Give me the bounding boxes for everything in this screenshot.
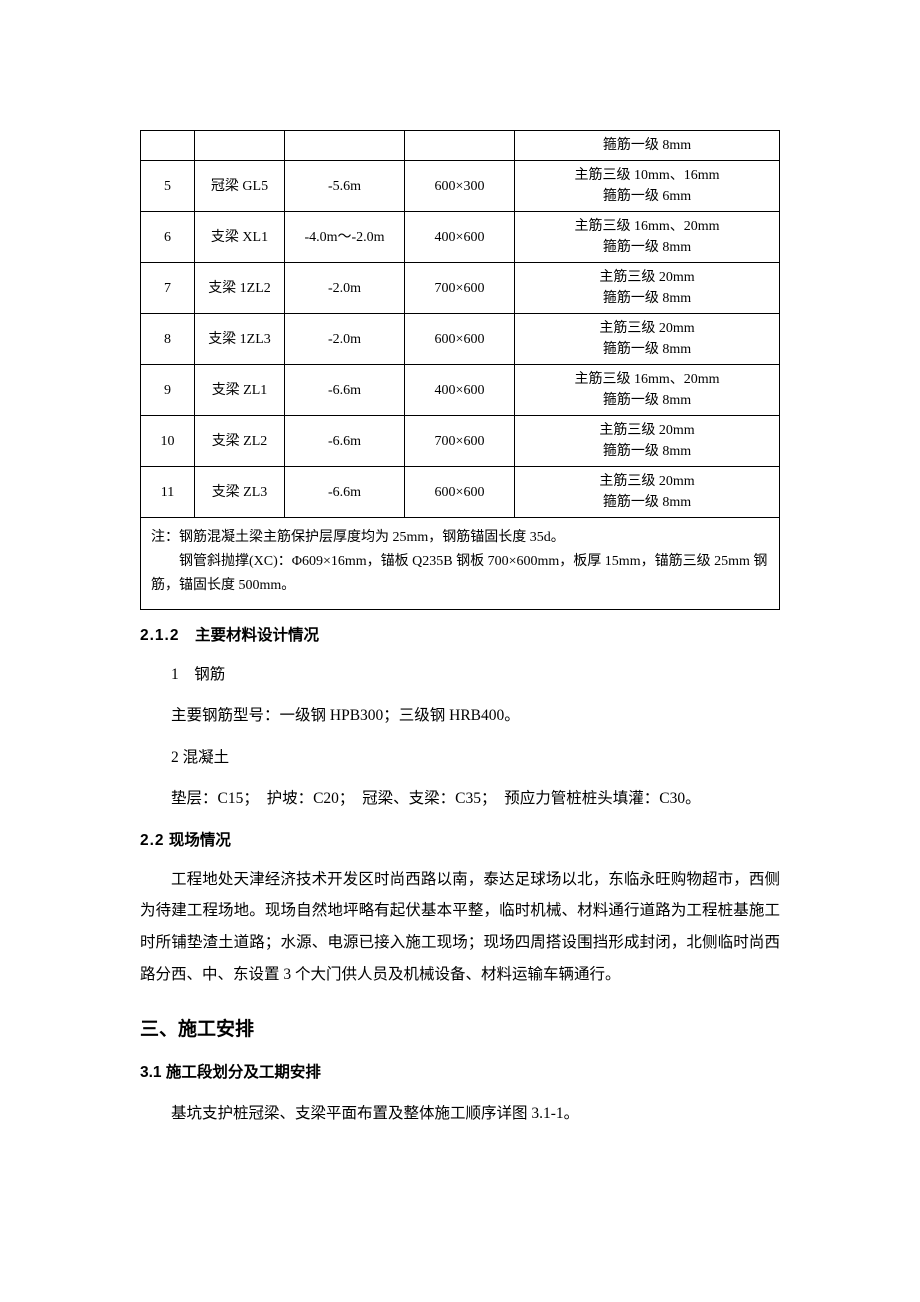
cell-rebar: 主筋三级 20mm箍筋一级 8mm (515, 467, 780, 518)
beam-spec-table: 箍筋一级 8mm5冠梁 GL5-5.6m600×300主筋三级 10mm、16m… (140, 130, 780, 610)
cell-name: 冠梁 GL5 (195, 161, 285, 212)
item-1-label: 1 钢筋 (140, 659, 780, 690)
cell-rebar: 主筋三级 16mm、20mm箍筋一级 8mm (515, 365, 780, 416)
heading-three: 三、施工安排 (140, 1015, 780, 1045)
item-1-body: 主要钢筋型号：一级钢 HPB300；三级钢 HRB400。 (140, 700, 780, 732)
cell-section-size: 400×600 (405, 212, 515, 263)
cell-index: 11 (141, 467, 195, 518)
table-row: 7支梁 1ZL2-2.0m700×600主筋三级 20mm箍筋一级 8mm (141, 263, 780, 314)
cell-elevation: -4.0m～-2.0m (285, 212, 405, 263)
heading-2-2: 2.2 现场情况 (140, 829, 780, 854)
cell-elevation: -2.0m (285, 263, 405, 314)
cell-section-size: 700×600 (405, 263, 515, 314)
table-row: 10支梁 ZL2-6.6m700×600主筋三级 20mm箍筋一级 8mm (141, 416, 780, 467)
cell-index: 7 (141, 263, 195, 314)
cell-section-size: 600×600 (405, 467, 515, 518)
heading-number: 3.1 (140, 1064, 162, 1081)
heading-2-1-2: 2.1.2 主要材料设计情况 (140, 624, 780, 649)
cell-section-size: 600×300 (405, 161, 515, 212)
table-row: 6支梁 XL1-4.0m～-2.0m400×600主筋三级 16mm、20mm箍… (141, 212, 780, 263)
cell-elevation: -2.0m (285, 314, 405, 365)
table-note-row: 注：钢筋混凝土梁主筋保护层厚度均为 25mm，钢筋锚固长度 35d。 钢管斜抛撑… (141, 518, 780, 610)
table-row: 箍筋一级 8mm (141, 131, 780, 161)
heading-3-1: 3.1 施工段划分及工期安排 (140, 1061, 780, 1086)
cell-index: 10 (141, 416, 195, 467)
table-row: 9支梁 ZL1-6.6m400×600主筋三级 16mm、20mm箍筋一级 8m… (141, 365, 780, 416)
cell-section-size: 400×600 (405, 365, 515, 416)
cell-elevation: -6.6m (285, 416, 405, 467)
cell-name: 支梁 XL1 (195, 212, 285, 263)
item-2-body: 垫层：C15； 护坡：C20； 冠梁、支梁：C35； 预应力管桩桩头填灌：C30… (140, 783, 780, 815)
item-2-label: 2 混凝土 (140, 742, 780, 773)
cell-name: 支梁 ZL1 (195, 365, 285, 416)
cell-index: 8 (141, 314, 195, 365)
cell-elevation (285, 131, 405, 161)
cell-index: 9 (141, 365, 195, 416)
table-row: 5冠梁 GL5-5.6m600×300主筋三级 10mm、16mm箍筋一级 6m… (141, 161, 780, 212)
section-2-2-body: 工程地处天津经济技术开发区时尚西路以南，泰达足球场以北，东临永旺购物超市，西侧为… (140, 864, 780, 991)
table-note-line2: 钢管斜抛撑(XC)：Φ609×16mm，锚板 Q235B 钢板 700×600m… (151, 550, 769, 598)
cell-rebar: 主筋三级 20mm箍筋一级 8mm (515, 314, 780, 365)
table-row: 11支梁 ZL3-6.6m600×600主筋三级 20mm箍筋一级 8mm (141, 467, 780, 518)
cell-name: 支梁 ZL3 (195, 467, 285, 518)
section-3-1-body: 基坑支护桩冠梁、支梁平面布置及整体施工顺序详图 3.1-1。 (140, 1098, 780, 1130)
cell-index: 6 (141, 212, 195, 263)
cell-rebar: 主筋三级 20mm箍筋一级 8mm (515, 263, 780, 314)
table-note-cell: 注：钢筋混凝土梁主筋保护层厚度均为 25mm，钢筋锚固长度 35d。 钢管斜抛撑… (141, 518, 780, 610)
cell-name: 支梁 1ZL2 (195, 263, 285, 314)
heading-text: 施工段划分及工期安排 (166, 1064, 321, 1081)
cell-name: 支梁 1ZL3 (195, 314, 285, 365)
cell-name: 支梁 ZL2 (195, 416, 285, 467)
heading-text: 现场情况 (169, 832, 231, 849)
cell-section-size: 700×600 (405, 416, 515, 467)
cell-rebar: 主筋三级 20mm箍筋一级 8mm (515, 416, 780, 467)
cell-section-size: 600×600 (405, 314, 515, 365)
heading-number: 2.2 (140, 832, 165, 849)
cell-rebar: 主筋三级 16mm、20mm箍筋一级 8mm (515, 212, 780, 263)
table-row: 8支梁 1ZL3-2.0m600×600主筋三级 20mm箍筋一级 8mm (141, 314, 780, 365)
cell-index: 5 (141, 161, 195, 212)
cell-elevation: -5.6m (285, 161, 405, 212)
cell-index (141, 131, 195, 161)
cell-name (195, 131, 285, 161)
heading-text: 主要材料设计情况 (195, 627, 319, 644)
cell-section-size (405, 131, 515, 161)
cell-elevation: -6.6m (285, 365, 405, 416)
heading-number: 2.1.2 (140, 627, 179, 644)
cell-elevation: -6.6m (285, 467, 405, 518)
cell-rebar: 主筋三级 10mm、16mm箍筋一级 6mm (515, 161, 780, 212)
table-note-line1: 注：钢筋混凝土梁主筋保护层厚度均为 25mm，钢筋锚固长度 35d。 (151, 526, 769, 550)
cell-rebar: 箍筋一级 8mm (515, 131, 780, 161)
